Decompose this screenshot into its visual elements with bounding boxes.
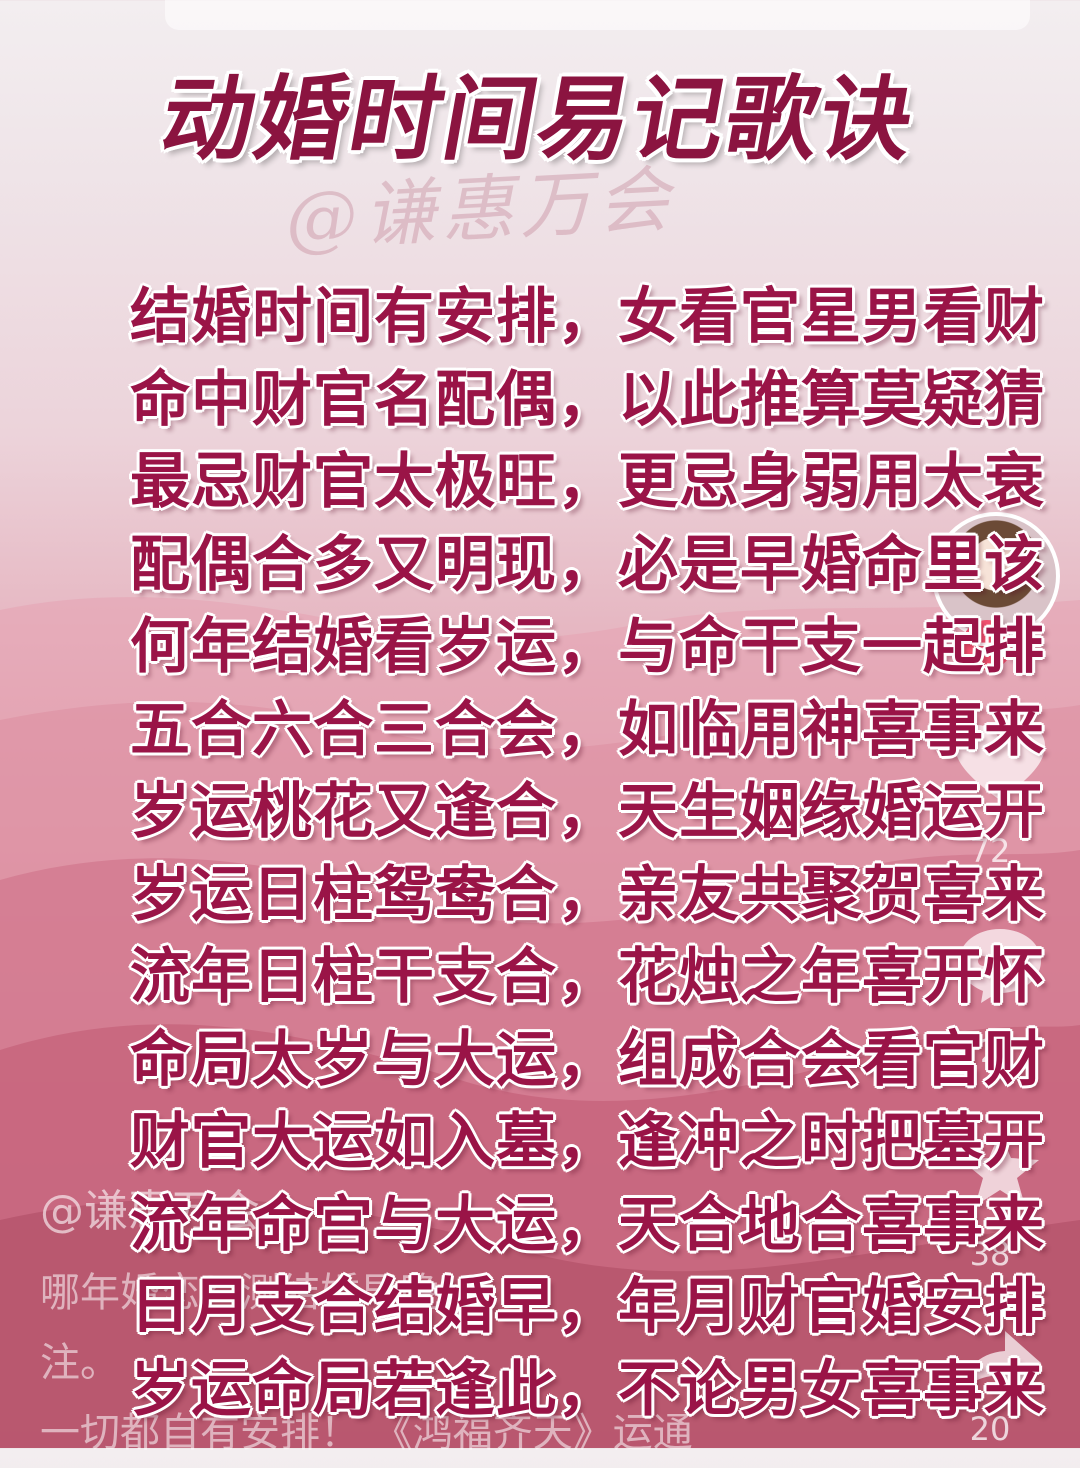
description-line: 哪年婚恋？测结婚早晚 xyxy=(40,1270,440,1316)
poem-line: 命中财官名配偶，以此推算莫疑猜 xyxy=(130,364,1045,435)
poem-line: 结婚时间有安排，女看官星男看财 xyxy=(130,282,1045,352)
like-count: 72 xyxy=(969,832,1011,870)
poem-line: 流年命宫与大运，天合地合喜事来 xyxy=(130,1189,1045,1260)
poem-line: 岁运命局若逢此，不论男女喜事来 xyxy=(130,1354,1045,1425)
poem-line: 岁运日柱鸳鸯合，亲友共聚贺喜来 xyxy=(130,859,1045,930)
heart-icon[interactable] xyxy=(955,725,1045,805)
poem-body: 结婚时间有安排，女看官星男看财 命中财官名配偶，以此推算莫疑猜 最忌财官太极旺，… xyxy=(130,276,1045,1431)
share-icon[interactable] xyxy=(955,1325,1045,1405)
watermark-signature: @谦惠万会 xyxy=(283,156,678,262)
share-count: 20 xyxy=(969,1410,1011,1448)
poem-line: 日月支合结婚早，年月财官婚安排 xyxy=(130,1272,1045,1342)
star-icon[interactable] xyxy=(955,1130,1045,1210)
follow-button[interactable]: + xyxy=(962,620,1012,670)
description-line: 注。 xyxy=(40,1340,120,1386)
favorite-count: 38 xyxy=(969,1235,1011,1273)
author-handle[interactable]: @谦惠万会 xyxy=(40,1186,260,1237)
poem-line: 财官大运如入墓，逢冲之时把墓开 xyxy=(130,1107,1045,1177)
poem-line: 何年结婚看岁运，与命干支一起排 xyxy=(130,612,1045,682)
top-search-bar[interactable] xyxy=(165,0,1030,30)
comment-icon[interactable] xyxy=(955,925,1045,1005)
poem-line: 岁运桃花又逢合，天生姻缘婚运开 xyxy=(130,777,1045,847)
poem-line: 最忌财官太极旺，更忌身弱用太衰 xyxy=(130,447,1045,517)
poem-line: 配偶合多又明现，必是早婚命里该 xyxy=(130,529,1045,600)
creator-avatar[interactable] xyxy=(932,512,1060,640)
comment-count: 2 xyxy=(979,1032,1001,1070)
poem-line: 流年日柱干支合，花烛之年喜开怀 xyxy=(130,942,1045,1012)
poem-line: 五合六合三合会，如临用神喜事来 xyxy=(130,694,1045,765)
poem-line: 命局太岁与大运，组成合会看官财 xyxy=(130,1024,1045,1095)
